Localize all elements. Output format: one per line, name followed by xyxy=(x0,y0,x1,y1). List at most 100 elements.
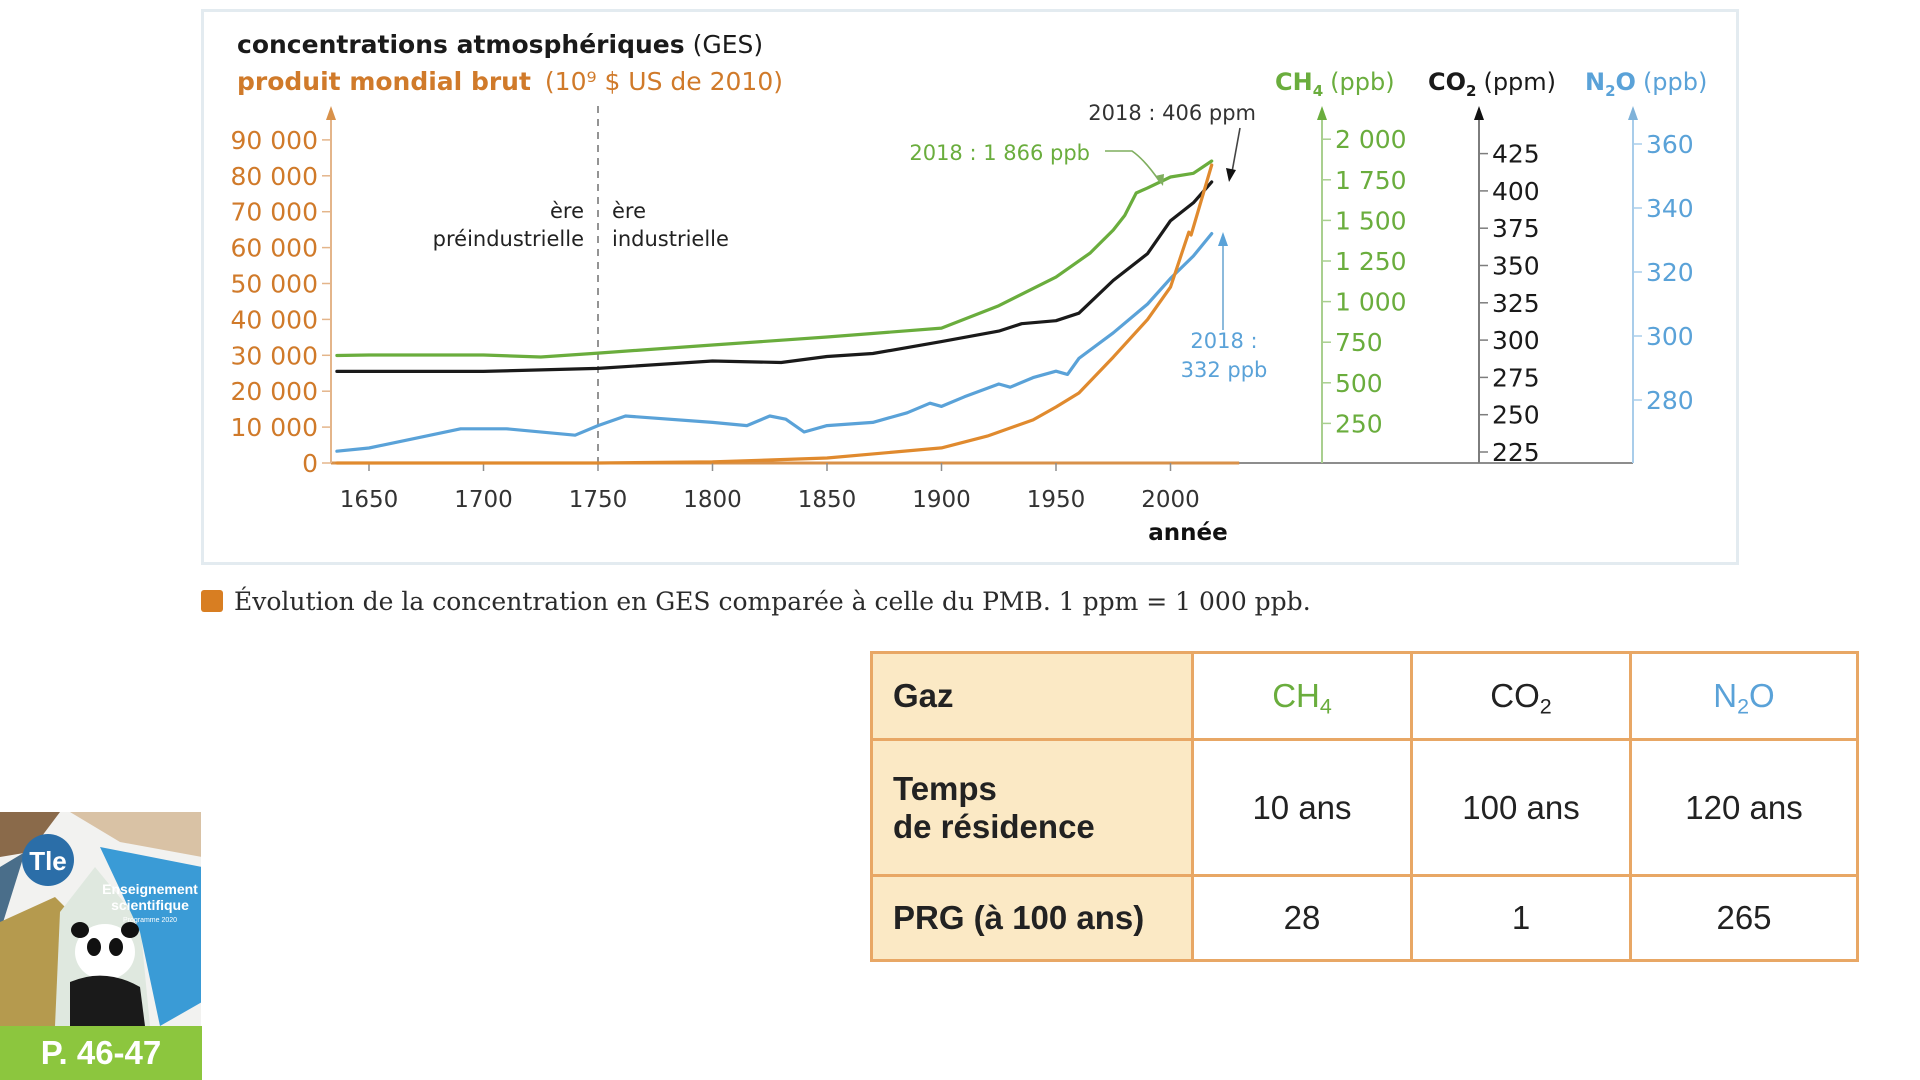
gas-properties-table: Gaz CH4 CO2 N2O Temps de résidence 10 ans… xyxy=(870,651,1859,962)
x-axis-label: année xyxy=(1148,520,1227,546)
series-line-n2o xyxy=(335,232,1214,453)
grade-badge-text: Tle xyxy=(29,846,67,876)
cover-photo-girl xyxy=(70,812,202,857)
cover-title-line1: Enseignement xyxy=(102,881,198,897)
ch4-tick-label: 1 500 xyxy=(1335,206,1407,235)
annotation-ch4-leader xyxy=(1105,150,1161,183)
annotation-n2o-arrow-icon xyxy=(1218,232,1228,246)
cover-photo-solar xyxy=(100,847,202,1026)
gas-co2-header: CO2 xyxy=(1410,651,1632,741)
chart-subtitle: produit mondial brut (10⁹ $ US de 2010) xyxy=(237,67,783,96)
caption-marker xyxy=(201,590,223,612)
co2-axis-title: CO2 (ppm) xyxy=(1428,68,1556,100)
gdp-tick-label: 40 000 xyxy=(231,305,318,334)
n2o-tick-label: 340 xyxy=(1646,194,1694,223)
gdp-tick-label: 90 000 xyxy=(231,126,318,155)
annotation-co2-2018: 2018 : 406 ppm xyxy=(1088,101,1256,125)
x-tick-label-2000: 2000 xyxy=(1141,487,1200,513)
table-row-residence: Temps de résidence 10 ans 100 ans 120 ans xyxy=(870,738,1859,877)
gdp-tick-label: 10 000 xyxy=(231,413,318,442)
prg-n2o: 265 xyxy=(1629,874,1859,962)
series-line-co2 xyxy=(335,180,1214,373)
cover-photo-face xyxy=(0,812,60,857)
era-label-preindustrial: ère xyxy=(550,199,584,223)
co2-tick-label: 375 xyxy=(1492,214,1540,243)
cover-photo-portrait xyxy=(0,852,25,932)
figure-caption: Évolution de la concentration en GES com… xyxy=(201,584,1311,618)
series-line-pmb xyxy=(335,163,1214,465)
row-header-prg: PRG (à 100 ans) xyxy=(870,874,1194,962)
prg-ch4: 28 xyxy=(1191,874,1413,962)
ch4-axis-arrow-icon xyxy=(1317,106,1327,120)
era-label-industrial: ère xyxy=(612,199,646,223)
table-row-prg: PRG (à 100 ans) 28 1 265 xyxy=(870,874,1859,962)
annotation-co2-arrow-icon xyxy=(1226,168,1236,182)
x-tick-label-1750: 1750 xyxy=(569,487,628,513)
textbook-cover[interactable]: Tle Enseignement scientifique Programme … xyxy=(0,812,202,1026)
ch4-tick-label: 2 000 xyxy=(1335,125,1407,154)
caption-text: Évolution de la concentration en GES com… xyxy=(234,586,1311,616)
ch4-tick-label: 1 000 xyxy=(1335,288,1407,317)
era-label-industrial: industrielle xyxy=(612,227,729,251)
n2o-tick-label: 300 xyxy=(1646,322,1694,351)
grade-badge xyxy=(22,834,74,886)
prg-co2: 1 xyxy=(1410,874,1632,962)
x-tick-label-1900: 1900 xyxy=(912,487,971,513)
series-line-ch4 xyxy=(335,159,1214,359)
annotation-n2o-2018: 2018 : xyxy=(1190,329,1257,353)
residence-n2o: 120 ans xyxy=(1629,738,1859,877)
residence-co2: 100 ans xyxy=(1410,738,1632,877)
ch4-tick-label: 250 xyxy=(1335,409,1383,438)
page-reference-badge[interactable]: P. 46-47 xyxy=(0,1026,202,1080)
gdp-tick-label: 60 000 xyxy=(231,234,318,263)
gdp-tick-label: 70 000 xyxy=(231,198,318,227)
n2o-axis-title: N2O (ppb) xyxy=(1585,68,1707,100)
gdp-tick-label: 0 xyxy=(302,449,318,478)
x-tick-label-1950: 1950 xyxy=(1027,487,1086,513)
co2-tick-label: 400 xyxy=(1492,177,1540,206)
table-row-gas: Gaz CH4 CO2 N2O xyxy=(870,651,1859,741)
gdp-axis-arrow-icon xyxy=(326,106,336,120)
x-tick-label-1700: 1700 xyxy=(454,487,513,513)
chart-title: concentrations atmosphériques (GES) xyxy=(237,30,763,59)
panda-head-icon xyxy=(75,924,135,980)
co2-tick-label: 350 xyxy=(1492,252,1540,281)
gas-ch4-header: CH4 xyxy=(1191,651,1413,741)
cover-title-line2: scientifique xyxy=(111,897,189,913)
gdp-tick-label: 20 000 xyxy=(231,377,318,406)
gdp-tick-label: 80 000 xyxy=(231,162,318,191)
row-header-gaz: Gaz xyxy=(870,651,1194,741)
cover-photo-field xyxy=(0,897,70,1026)
n2o-tick-label: 320 xyxy=(1646,258,1694,287)
ch4-tick-label: 500 xyxy=(1335,369,1383,398)
n2o-tick-label: 360 xyxy=(1646,130,1694,159)
residence-ch4: 10 ans xyxy=(1191,738,1413,877)
x-tick-label-1850: 1850 xyxy=(798,487,857,513)
ch4-tick-label: 750 xyxy=(1335,328,1383,357)
ch4-tick-label: 1 750 xyxy=(1335,166,1407,195)
co2-tick-label: 225 xyxy=(1492,438,1540,467)
gas-n2o-header: N2O xyxy=(1629,651,1859,741)
co2-tick-label: 425 xyxy=(1492,140,1540,169)
chart-frame xyxy=(201,9,1739,565)
annotation-n2o-2018: 332 ppb xyxy=(1181,358,1268,382)
n2o-axis-arrow-icon xyxy=(1628,106,1638,120)
ghg-gdp-chart: concentrations atmosphériques (GES) produ… xyxy=(231,30,1708,546)
cover-subtitle: Programme 2020 xyxy=(123,917,177,924)
co2-tick-label: 325 xyxy=(1492,289,1540,318)
gdp-tick-label: 30 000 xyxy=(231,341,318,370)
co2-axis-arrow-icon xyxy=(1474,106,1484,120)
x-tick-label-1800: 1800 xyxy=(683,487,742,513)
co2-tick-label: 275 xyxy=(1492,363,1540,392)
co2-tick-label: 250 xyxy=(1492,401,1540,430)
n2o-tick-label: 280 xyxy=(1646,386,1694,415)
row-header-residence: Temps de résidence xyxy=(870,738,1194,877)
x-tick-label-1650: 1650 xyxy=(340,487,399,513)
co2-tick-label: 300 xyxy=(1492,326,1540,355)
ch4-axis-title: CH4 (ppb) xyxy=(1275,68,1395,100)
era-label-preindustrial: préindustrielle xyxy=(433,227,584,251)
annotation-ch4-arrow-icon xyxy=(1155,174,1164,186)
gdp-tick-label: 50 000 xyxy=(231,270,318,299)
annotation-co2-leader xyxy=(1231,127,1241,173)
annotation-ch4-2018: 2018 : 1 866 ppb xyxy=(909,141,1090,165)
